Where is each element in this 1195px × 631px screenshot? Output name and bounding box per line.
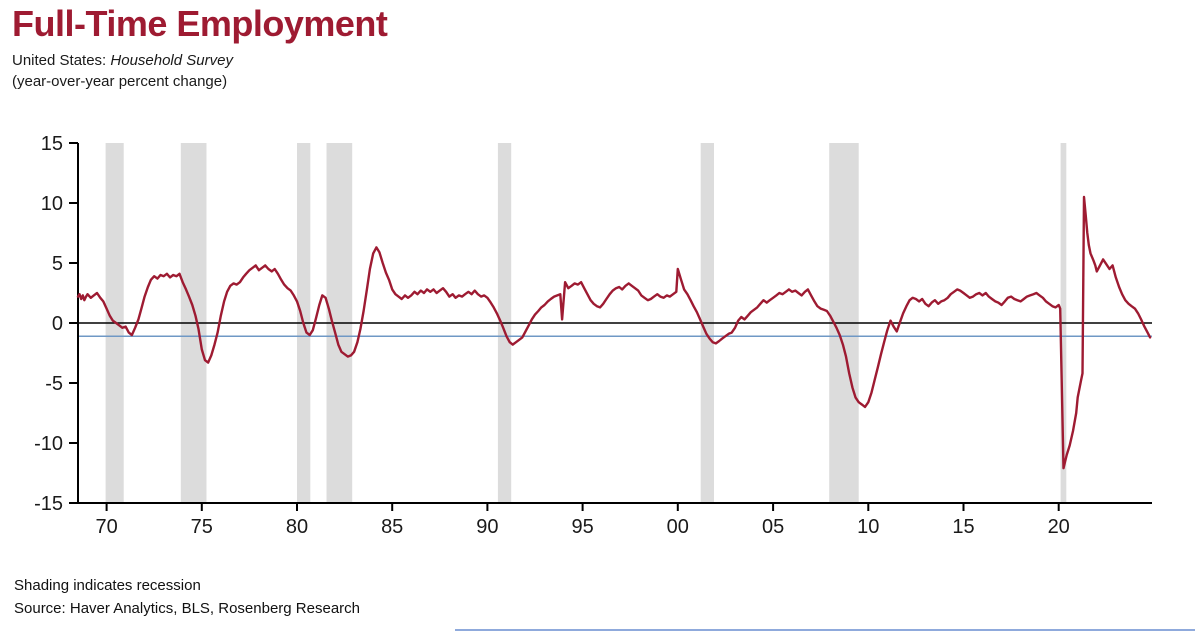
x-tick-label: 05 — [762, 516, 784, 538]
chart-footnotes: Shading indicates recession Source: Have… — [14, 575, 360, 620]
bottom-border-line — [455, 629, 1195, 631]
x-tick-label: 15 — [952, 516, 974, 538]
x-tick-label: 00 — [667, 516, 689, 538]
y-tick-label: -15 — [34, 493, 63, 515]
x-tick-label: 20 — [1048, 516, 1070, 538]
employment-line — [76, 195, 1152, 470]
x-tick-label: 90 — [476, 516, 498, 538]
subtitle-line1: United States: Household Survey — [12, 50, 387, 72]
x-tick-label: 80 — [286, 516, 308, 538]
y-tick-label: -10 — [34, 433, 63, 455]
y-tick-label: 5 — [52, 253, 63, 275]
recession-note: Shading indicates recession — [14, 577, 201, 594]
y-tick-label: -5 — [45, 373, 63, 395]
chart-subtitle: United States: Household Survey (year-ov… — [12, 50, 387, 94]
x-tick-label: 75 — [191, 516, 213, 538]
x-tick-label: 70 — [95, 516, 117, 538]
y-tick-label: 0 — [52, 313, 63, 335]
x-tick-label: 10 — [857, 516, 879, 538]
x-tick-label: 95 — [571, 516, 593, 538]
subtitle-line2: (year-over-year percent change) — [12, 73, 228, 91]
x-tick-label: 85 — [381, 516, 403, 538]
source-note: Source: Haver Analytics, BLS, Rosenberg … — [14, 599, 361, 617]
chart-header: Full-Time Employment United States: Hous… — [12, 3, 388, 94]
y-tick-label: 15 — [41, 133, 63, 155]
y-tick-label: 10 — [41, 193, 63, 215]
subtitle-region: United States: — [12, 51, 111, 69]
subtitle-survey: Household Survey — [110, 51, 233, 69]
page-title: Full-Time Employment — [12, 3, 388, 44]
